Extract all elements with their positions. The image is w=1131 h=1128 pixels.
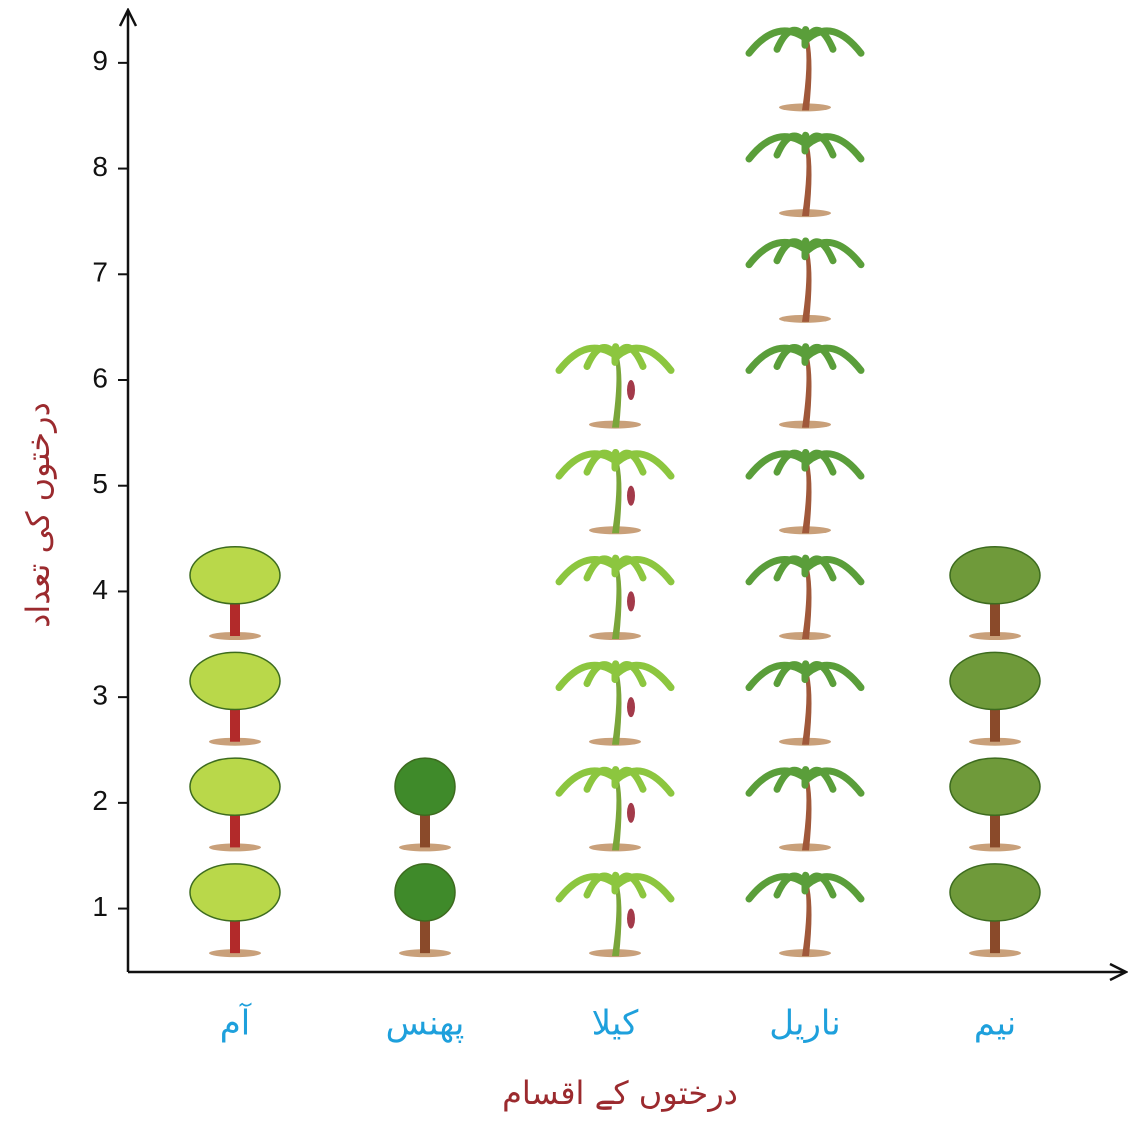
- x-axis-title: درختوں کے اقسام: [502, 1074, 738, 1112]
- canopy: [394, 863, 456, 922]
- x-tick-label: آم: [220, 1003, 252, 1044]
- frond: [803, 556, 865, 586]
- fruit: [627, 485, 635, 506]
- trunk: [230, 797, 240, 848]
- frond: [613, 450, 675, 480]
- fruit: [627, 802, 635, 823]
- trunk: [802, 568, 812, 639]
- trunk: [802, 674, 812, 745]
- canopy: [189, 863, 281, 922]
- y-axis-title: درختوں کی تعداد: [19, 402, 57, 628]
- canopy: [949, 545, 1041, 605]
- trunk: [612, 780, 622, 851]
- trunk: [802, 886, 812, 957]
- trunk: [612, 674, 622, 745]
- trunk: [990, 586, 1000, 636]
- pictograph-column: [555, 343, 675, 958]
- ground: [209, 949, 261, 958]
- y-tick-label: 9: [92, 45, 108, 76]
- ground: [399, 949, 451, 958]
- pictograph-column: [189, 545, 281, 958]
- frond: [803, 133, 865, 163]
- fruit: [627, 380, 635, 400]
- x-tick-label: نیم: [974, 1004, 1016, 1044]
- canopy: [949, 757, 1041, 816]
- y-tick-label: 6: [92, 362, 108, 393]
- canopy: [189, 757, 281, 816]
- ground: [969, 949, 1021, 958]
- canopy: [949, 651, 1041, 711]
- trunk: [230, 692, 240, 742]
- ground: [209, 843, 261, 852]
- y-tick-label: 7: [92, 257, 108, 288]
- y-tick-label: 8: [92, 151, 108, 182]
- frond: [613, 873, 675, 903]
- trunk: [802, 463, 812, 534]
- trunk: [990, 797, 1000, 848]
- trunk: [990, 903, 1000, 954]
- y-tick-label: 2: [92, 785, 108, 816]
- frond: [803, 661, 865, 692]
- fruit: [627, 697, 635, 718]
- frond: [803, 767, 865, 797]
- trunk: [802, 40, 812, 111]
- frond: [613, 767, 675, 797]
- x-tick-label: ناریل: [769, 1004, 840, 1044]
- canopy: [189, 651, 281, 711]
- trunk: [990, 692, 1000, 742]
- trunk: [802, 357, 812, 428]
- fruit: [627, 908, 635, 929]
- frond: [803, 873, 865, 903]
- y-tick-label: 4: [92, 574, 108, 605]
- pictograph-column: [745, 26, 865, 958]
- frond: [613, 344, 675, 374]
- frond: [613, 556, 675, 586]
- x-tick-label: کیلا: [592, 1004, 640, 1044]
- ground: [399, 843, 451, 852]
- pictograph-column: [394, 757, 456, 958]
- frond: [803, 450, 865, 480]
- frond: [803, 344, 865, 374]
- trunk: [612, 463, 622, 534]
- y-tick-label: 3: [92, 680, 108, 711]
- trunk: [612, 568, 622, 639]
- pictograph-column: [949, 545, 1041, 958]
- frond: [613, 661, 675, 692]
- trunk: [612, 886, 622, 957]
- trunk: [230, 903, 240, 954]
- frond: [803, 27, 865, 57]
- trunk: [802, 251, 812, 322]
- canopy: [189, 545, 281, 605]
- y-tick-label: 5: [92, 468, 108, 499]
- trunk: [612, 357, 622, 428]
- trunk: [802, 146, 812, 217]
- trunk: [230, 586, 240, 636]
- fruit: [627, 591, 635, 612]
- y-tick-label: 1: [92, 891, 108, 922]
- canopy: [949, 863, 1041, 922]
- trunk: [420, 797, 430, 848]
- x-tick-label: پھنس: [386, 1004, 465, 1044]
- trunk: [802, 780, 812, 851]
- ground: [969, 843, 1021, 852]
- frond: [803, 238, 865, 269]
- trunk: [420, 903, 430, 954]
- canopy: [394, 757, 456, 816]
